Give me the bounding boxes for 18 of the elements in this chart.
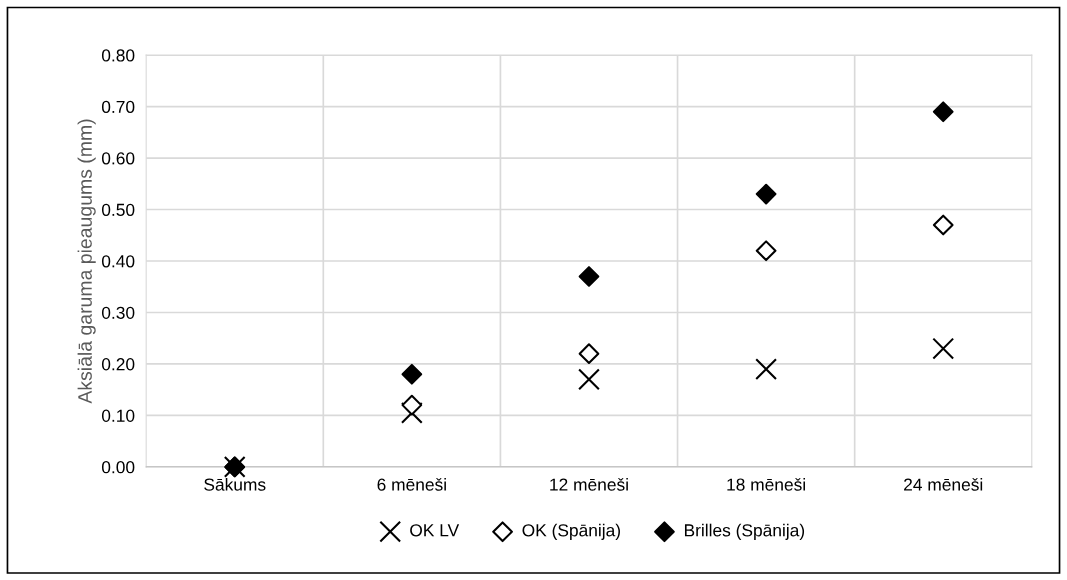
x-tick-label: 18 mēneši	[727, 477, 805, 491]
x-tick-label: 12 mēneši	[550, 477, 628, 491]
y-tick-label: 0.70	[101, 100, 135, 114]
y-tick-label: 0.60	[101, 152, 135, 165]
y-axis-title: Aksiālā garuma pieaugums (mm)	[77, 119, 96, 404]
legend-label: OK LV	[410, 524, 460, 537]
legend-label: OK (Spānija)	[522, 523, 620, 540]
y-tick-label: 0.00	[101, 461, 135, 474]
y-tick-label: 0.10	[101, 409, 135, 422]
x-tick-label: 24 mēneši	[904, 477, 983, 491]
y-tick-label: 0.30	[101, 306, 135, 319]
x-tick-label: 6 mēneši	[377, 477, 446, 491]
legend-label: Brilles (Spānija)	[684, 523, 805, 540]
x-tick-label: Sākums	[204, 478, 266, 491]
y-tick-label: 0.40	[101, 255, 135, 268]
y-tick-label: 0.80	[101, 49, 135, 62]
y-tick-label: 0.20	[101, 358, 135, 371]
y-tick-label: 0.50	[101, 203, 135, 216]
